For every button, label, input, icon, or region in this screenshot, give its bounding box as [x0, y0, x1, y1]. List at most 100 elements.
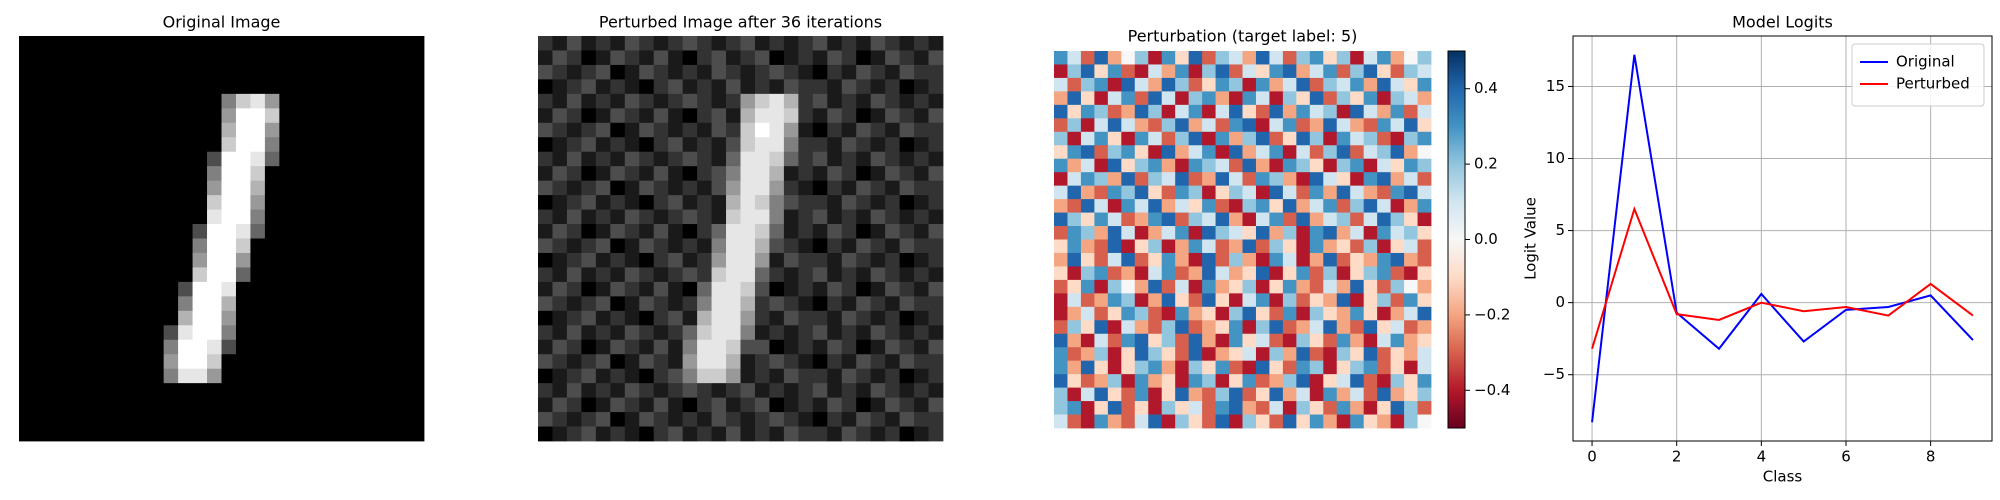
cell	[1404, 212, 1418, 227]
cell	[149, 64, 165, 80]
cell	[1323, 252, 1338, 267]
cell	[351, 267, 367, 283]
cell	[740, 151, 756, 167]
cell	[337, 195, 353, 210]
cell	[395, 108, 410, 124]
cell	[33, 383, 49, 399]
cell	[62, 368, 78, 384]
cell	[870, 151, 886, 167]
cell	[1175, 199, 1190, 213]
cell	[1080, 252, 1095, 267]
cell	[1067, 104, 1082, 119]
cell	[1080, 279, 1095, 294]
cell	[812, 36, 828, 51]
cell	[1094, 212, 1109, 227]
cell	[581, 426, 597, 442]
cell	[885, 296, 901, 312]
cell	[1350, 77, 1365, 92]
cell	[1282, 131, 1297, 146]
cell	[566, 151, 582, 167]
cell	[711, 238, 727, 254]
cell	[870, 209, 886, 225]
cell	[1350, 185, 1365, 200]
cell	[1067, 172, 1082, 187]
cell	[1080, 333, 1095, 348]
cell	[337, 252, 353, 268]
cell	[207, 397, 222, 413]
cell	[337, 224, 353, 239]
cell	[1269, 252, 1284, 267]
cell	[1363, 118, 1378, 133]
cell	[207, 36, 222, 51]
cell	[1296, 239, 1311, 254]
cell	[711, 36, 727, 51]
cell	[841, 166, 857, 182]
cell	[595, 108, 611, 124]
cell	[1323, 131, 1338, 146]
cell	[769, 281, 785, 297]
cell	[395, 180, 410, 196]
cell	[639, 79, 655, 95]
cell	[1336, 226, 1351, 240]
cell	[639, 166, 655, 182]
cell	[1323, 293, 1338, 308]
cell	[351, 137, 367, 153]
cell	[19, 267, 34, 283]
cell	[409, 325, 425, 341]
cell	[740, 368, 756, 384]
cell	[105, 354, 121, 370]
cell	[366, 412, 382, 427]
cell	[740, 325, 756, 341]
cell	[1296, 145, 1311, 160]
cell	[293, 108, 309, 124]
cell	[1161, 226, 1176, 240]
cell	[697, 412, 712, 427]
cell	[769, 412, 785, 427]
cell	[1404, 293, 1418, 308]
cell	[928, 122, 944, 138]
cell	[899, 209, 915, 225]
cell	[841, 108, 857, 124]
cell	[726, 64, 741, 80]
cell	[409, 238, 425, 254]
cell	[914, 426, 929, 442]
cell	[1282, 77, 1297, 92]
cell	[221, 195, 237, 210]
cell	[62, 397, 78, 413]
cell	[33, 93, 49, 109]
cell	[1094, 172, 1109, 187]
cell	[322, 397, 338, 413]
cell	[1188, 347, 1203, 362]
cell	[1134, 77, 1149, 92]
cell	[856, 180, 872, 196]
cell	[120, 368, 136, 384]
cell	[1350, 64, 1365, 79]
cell	[192, 296, 208, 312]
x-tick-label: 8	[1926, 448, 1936, 466]
cell	[1202, 118, 1216, 133]
cell	[1336, 104, 1351, 119]
cell	[163, 397, 179, 413]
cell	[769, 310, 785, 326]
cell	[1094, 64, 1109, 79]
cell	[595, 180, 611, 196]
cell	[595, 354, 611, 370]
cell	[538, 397, 553, 413]
cell	[1107, 145, 1122, 160]
cell	[120, 209, 136, 225]
cell	[914, 224, 929, 239]
cell	[120, 64, 136, 80]
cell	[566, 108, 582, 124]
cell	[322, 296, 338, 312]
cell	[697, 36, 712, 51]
cell	[566, 267, 582, 283]
cell	[856, 252, 872, 268]
cell	[62, 209, 78, 225]
cell	[1054, 185, 1068, 200]
cell	[711, 224, 727, 239]
cell	[653, 383, 669, 399]
cell	[1336, 199, 1351, 213]
cell	[697, 137, 712, 153]
cell	[163, 325, 179, 341]
cell	[697, 79, 712, 95]
